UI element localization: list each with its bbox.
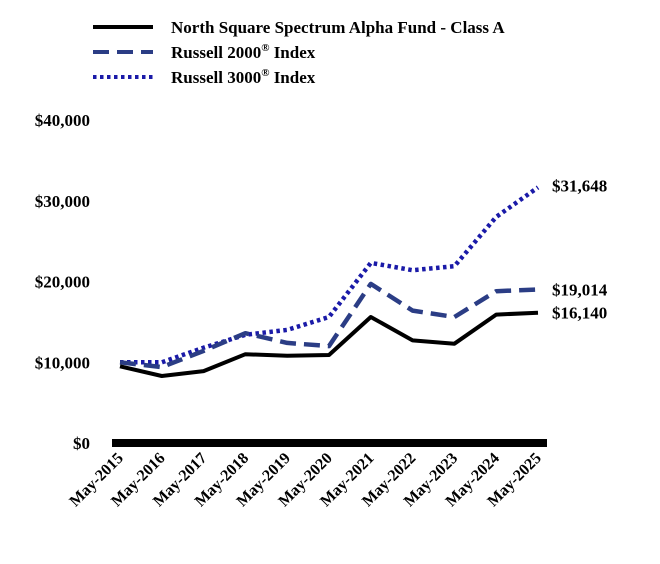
series-layer: [119, 185, 540, 378]
end-labels: $16,140 $19,014 $31,648: [552, 176, 608, 322]
series-line-1: [119, 310, 539, 378]
y-tick-label-3: $20,000: [35, 273, 90, 292]
legend-label-1: North Square Spectrum Alpha Fund - Class…: [171, 18, 505, 37]
end-value-label-2: $19,014: [552, 280, 608, 299]
series-line-2: [119, 281, 539, 370]
y-tick-label-4: $30,000: [35, 192, 90, 211]
end-value-label-3: $31,648: [552, 176, 607, 195]
legend: North Square Spectrum Alpha Fund - Class…: [93, 18, 505, 87]
legend-label-2: Russell 2000® Index: [171, 42, 316, 62]
y-tick-label-5: $40,000: [35, 111, 90, 130]
y-tick-label-1: $0: [73, 434, 90, 453]
y-tick-label-2: $10,000: [35, 353, 90, 372]
legend-label-3: Russell 3000® Index: [171, 67, 316, 87]
end-value-label-1: $16,140: [552, 304, 607, 323]
x-axis: May-2015May-2016May-2017May-2018May-2019…: [66, 439, 547, 510]
series-line-3: [120, 185, 540, 365]
y-axis: $0 $10,000 $20,000 $30,000 $40,000: [35, 111, 90, 453]
